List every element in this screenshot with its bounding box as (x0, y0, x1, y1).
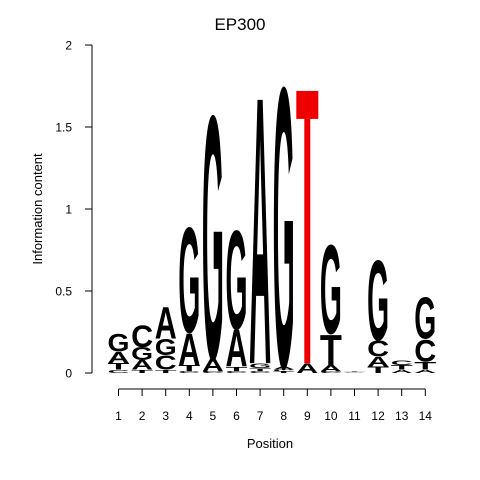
letter-A: A (320, 363, 342, 373)
letter-T: T (414, 359, 437, 372)
letter-stack-11: GT (344, 371, 367, 373)
letter-G: G (414, 285, 436, 351)
letter-T: T (320, 327, 342, 375)
letter-A: A (178, 325, 200, 376)
letter-A: A (225, 320, 247, 379)
letter-A: A (202, 355, 224, 375)
letter-T: T (391, 364, 413, 371)
letter-G: G (178, 196, 200, 364)
y-tick-label: 0.5 (55, 285, 72, 299)
letter-G: G (202, 44, 224, 433)
y-tick-label: 2 (65, 39, 72, 53)
letter-A: A (391, 369, 413, 374)
x-tick-label: 10 (324, 409, 338, 423)
letter-T: T (226, 366, 248, 373)
letter-G: G (108, 329, 130, 357)
letter-C: C (131, 318, 153, 354)
letter-C: C (225, 371, 247, 374)
y-tick-label: 1 (65, 203, 72, 217)
letter-G: G (320, 218, 342, 362)
letter-C: C (320, 371, 342, 374)
letter-G: G (273, 5, 295, 452)
letter-T: T (155, 369, 177, 374)
letter-G: G (155, 335, 177, 360)
x-tick-label: 2 (139, 409, 146, 423)
letter-A: A (155, 299, 177, 350)
letter-G: G (249, 362, 271, 370)
letter-T: T (107, 361, 129, 371)
letter-A: A (414, 369, 436, 374)
letter-T (296, 90, 319, 364)
letter-G: G (131, 344, 153, 365)
x-axis-label: Position (247, 436, 293, 451)
letter-A: A (367, 355, 389, 370)
x-tick-label: 1 (115, 409, 122, 423)
chart-title: EP300 (214, 15, 265, 34)
x-tick-label: 8 (280, 409, 287, 423)
y-tick-label: 0 (65, 367, 72, 381)
x-tick-label: 11 (348, 409, 361, 423)
letter-A: A (108, 349, 130, 367)
letter-stack-5: CAG (202, 44, 224, 433)
letter-C: C (273, 369, 295, 372)
x-tick-label: 14 (419, 409, 433, 423)
letter-C: C (108, 369, 130, 374)
letter-stack-9: A (296, 90, 319, 376)
letter-T: T (344, 371, 367, 372)
y-tick-label: 1.5 (55, 121, 72, 135)
letter-stack-13: ATC (391, 359, 413, 374)
letter-G: G (226, 201, 248, 359)
letter-G: G (344, 372, 366, 373)
x-tick-label: 13 (395, 409, 409, 423)
letter-T: T (367, 365, 389, 375)
x-tick-label: 7 (257, 409, 264, 423)
letter-C: C (155, 351, 177, 375)
letter-T: T (273, 371, 296, 373)
letter-T: T (178, 363, 200, 373)
x-tick-label: 12 (371, 409, 385, 423)
letter-A: A (296, 361, 318, 376)
letter-G: G (367, 237, 389, 365)
letter-C: C (414, 333, 436, 369)
letter-A: A (249, 16, 271, 445)
y-axis-label: Information content (30, 153, 45, 265)
letter-C: C (367, 336, 389, 361)
letter-C: C (178, 371, 200, 374)
x-tick-label: 3 (162, 409, 169, 423)
letter-C: C (391, 359, 413, 367)
letter-C: C (202, 371, 224, 374)
x-axis: 1 2 3 4 5 6 7 8 9 10 11 12 13 14 (115, 388, 433, 423)
letter-T: T (131, 369, 153, 374)
x-tick-label: 5 (210, 409, 217, 423)
letter-A: A (131, 358, 153, 373)
y-axis: 0 0.5 1 1.5 2 (55, 39, 93, 381)
x-tick-label: 6 (233, 409, 240, 423)
x-tick-label: 4 (186, 409, 193, 423)
x-tick-label: 9 (304, 409, 311, 423)
letter-C: C (249, 371, 271, 374)
letter-A: A (273, 366, 295, 371)
letter-T: T (249, 367, 271, 372)
